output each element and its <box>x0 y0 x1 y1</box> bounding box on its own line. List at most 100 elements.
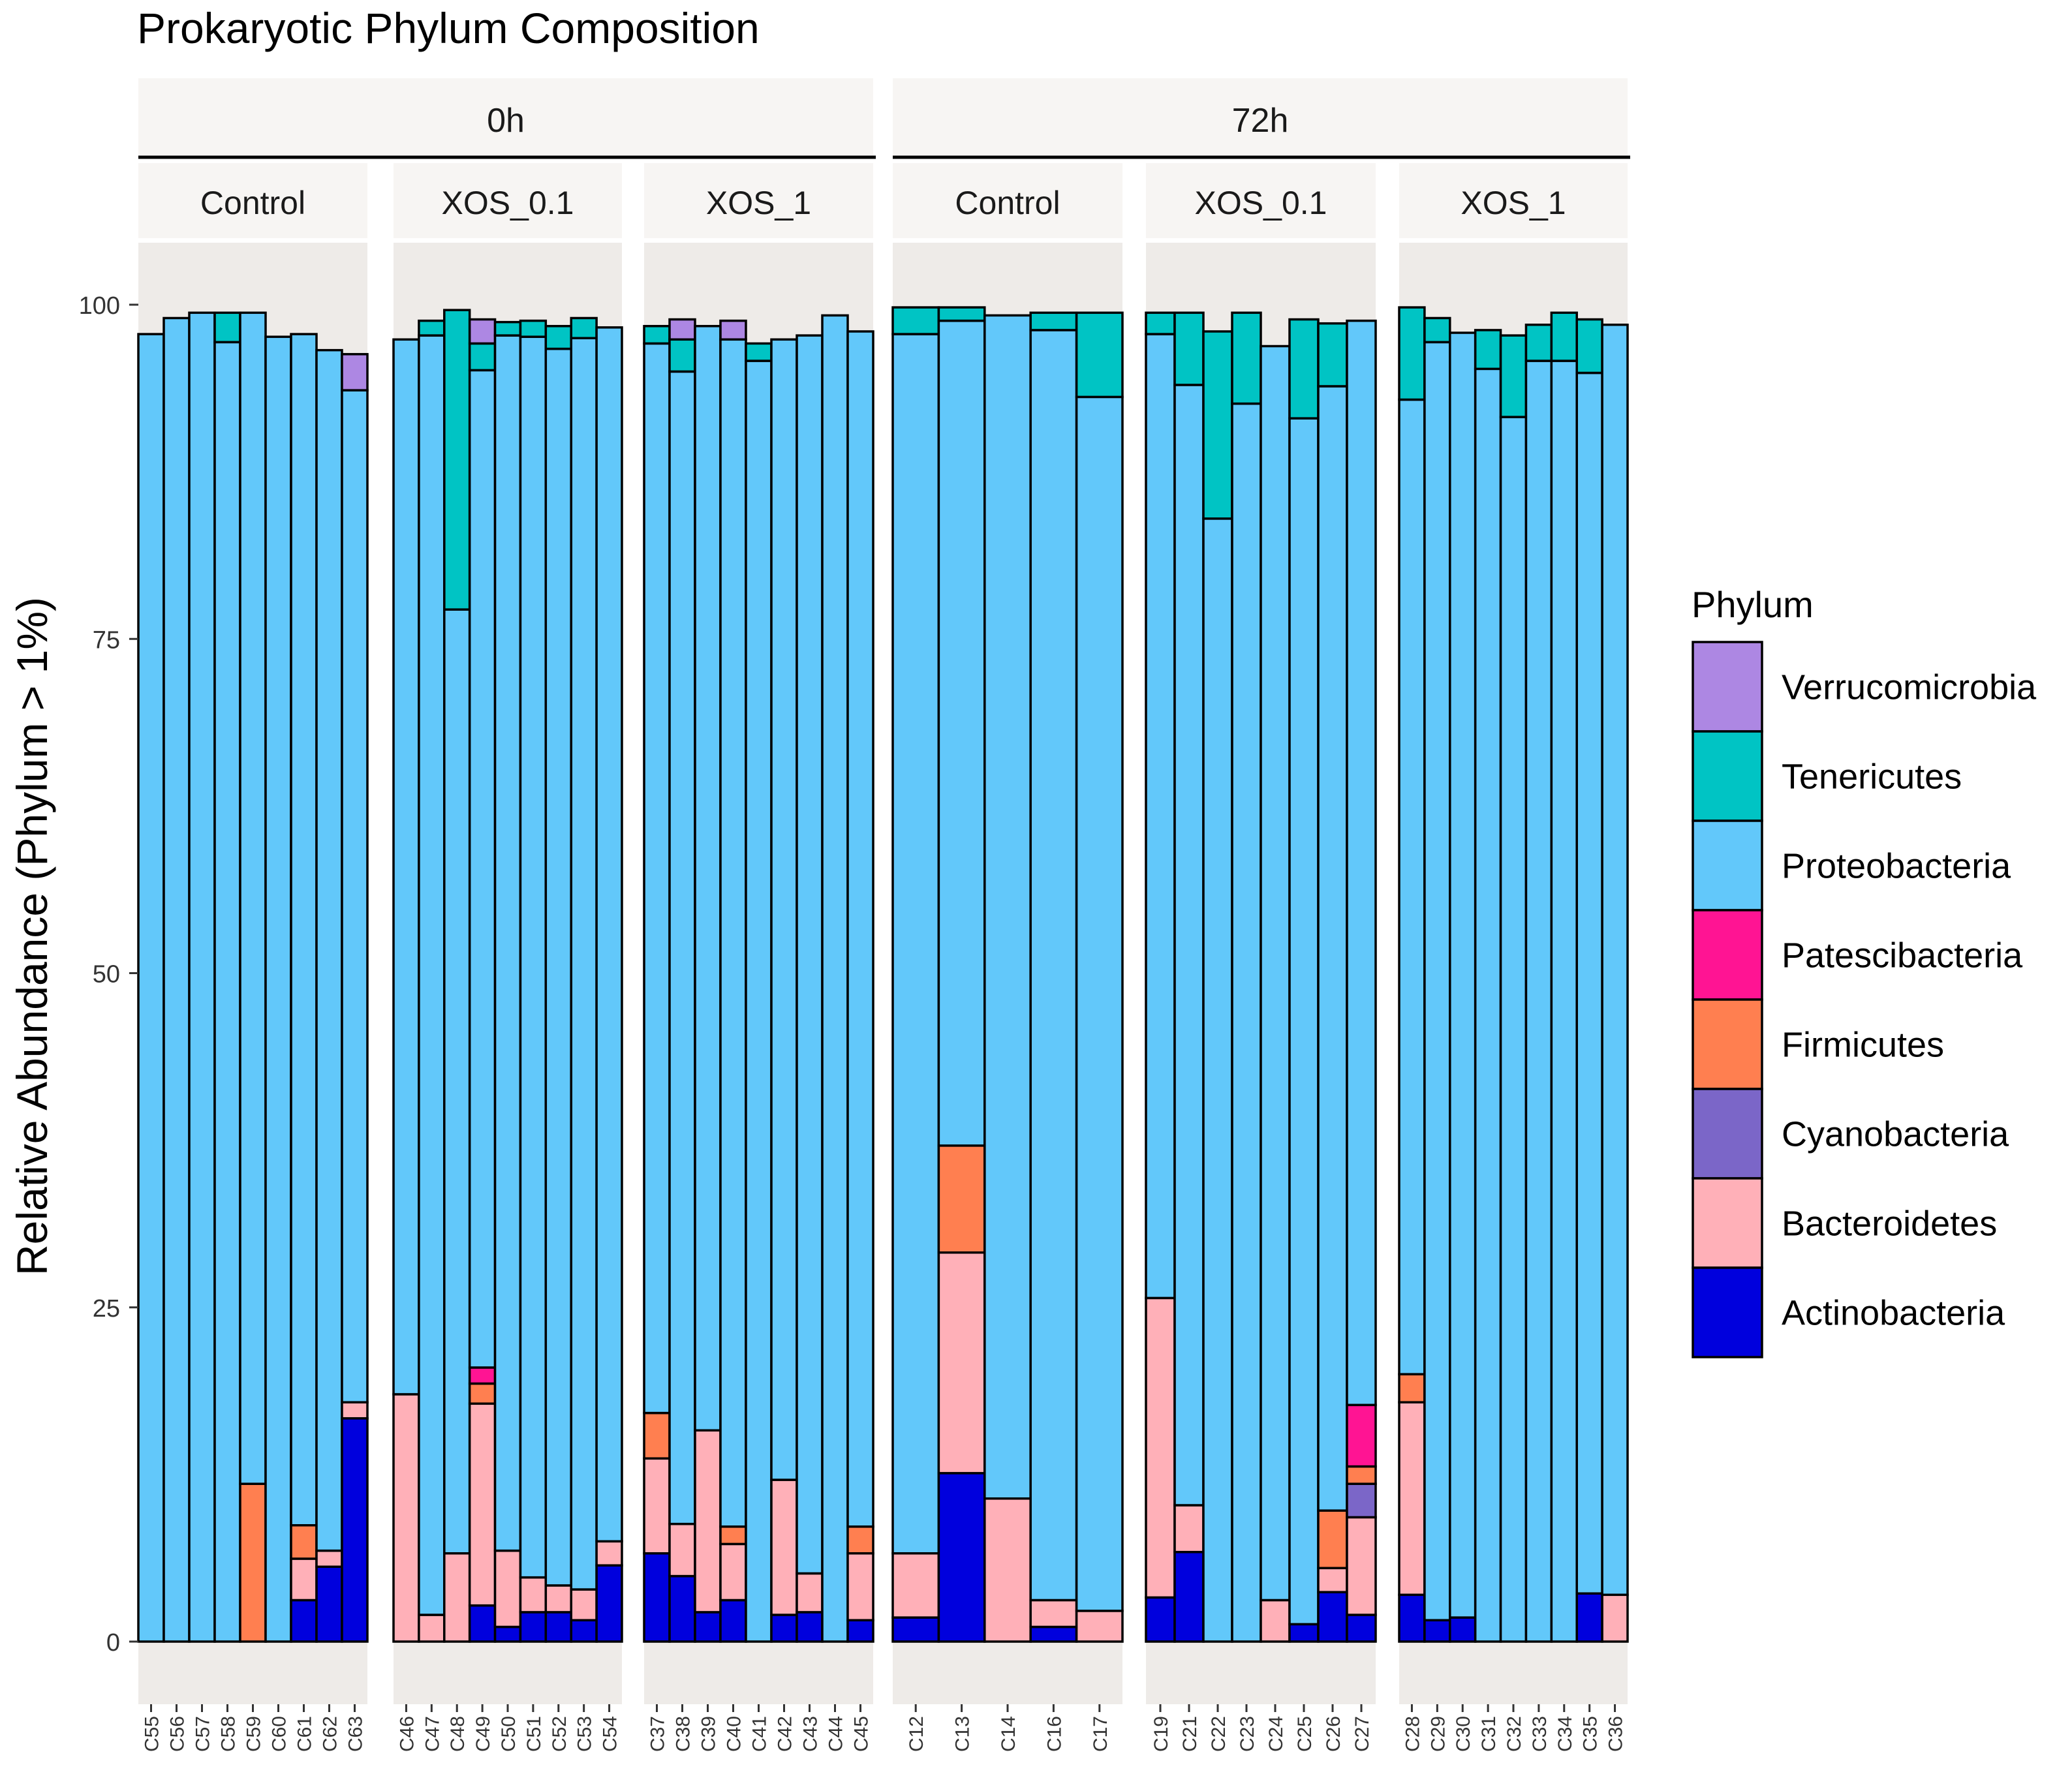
strip-facet-label: XOS_0.1 <box>1195 185 1327 221</box>
bar-c23-proteobacteria <box>1231 402 1262 1643</box>
x-tick-label: C60 <box>269 1716 290 1752</box>
bar-c49-actinobacteria <box>468 1604 497 1643</box>
y-axis-label: Relative Abundance (Phylum > 1%) <box>8 597 56 1276</box>
bar-c21-bacteroidetes <box>1173 1504 1205 1554</box>
x-tick-label: C63 <box>345 1716 367 1752</box>
legend-label-bacteroidetes: Bacteroidetes <box>1782 1204 1997 1244</box>
bar-c58-proteobacteria <box>213 341 241 1643</box>
bar-c38-verrucomicrobia <box>668 318 696 341</box>
bar-c42-proteobacteria <box>770 338 798 1481</box>
bar-c22-tenericutes <box>1202 330 1233 520</box>
x-tick-label: C41 <box>749 1716 771 1752</box>
bar-c29-proteobacteria <box>1423 341 1451 1621</box>
x-tick-label: C49 <box>472 1716 494 1752</box>
bar-c26-bacteroidetes <box>1317 1567 1348 1593</box>
legend-swatch-cyanobacteria <box>1692 1088 1763 1180</box>
y-tick-label: 75 <box>93 626 120 654</box>
bar-c49-patescibacteria <box>468 1366 497 1385</box>
bar-c14-proteobacteria <box>983 314 1032 1500</box>
bar-c52-bacteroidetes <box>544 1584 572 1614</box>
strip-facet-label: Control <box>200 185 305 221</box>
x-tick-label: C40 <box>724 1716 745 1752</box>
bar-c43-proteobacteria <box>796 334 824 1575</box>
bar-c42-bacteroidetes <box>770 1478 798 1616</box>
bar-c12-actinobacteria <box>891 1616 940 1643</box>
bar-c17-tenericutes <box>1075 311 1124 399</box>
bar-c40-firmicutes <box>719 1525 747 1546</box>
x-tick-label: C44 <box>826 1716 847 1752</box>
bar-c44-proteobacteria <box>821 314 849 1643</box>
x-tick-label: C14 <box>998 1716 1019 1752</box>
x-tick-label: C34 <box>1554 1716 1576 1752</box>
y-tick-label: 100 <box>79 292 120 320</box>
bar-c40-proteobacteria <box>719 338 747 1528</box>
legend-swatch-proteobacteria <box>1692 819 1763 911</box>
x-tick-label: C58 <box>218 1716 240 1752</box>
bar-c16-tenericutes <box>1029 311 1078 331</box>
bar-c52-actinobacteria <box>544 1611 572 1643</box>
legend-label-actinobacteria: Actinobacteria <box>1782 1294 2005 1333</box>
bar-c19-tenericutes <box>1145 311 1176 335</box>
bar-c39-proteobacteria <box>694 325 722 1432</box>
bar-c53-bacteroidetes <box>570 1588 598 1621</box>
bar-c48-tenericutes <box>443 309 471 611</box>
bar-c28-bacteroidetes <box>1398 1401 1426 1597</box>
bar-c34-tenericutes <box>1550 311 1578 362</box>
x-tick-label: C19 <box>1151 1716 1172 1752</box>
bar-c62-proteobacteria <box>315 348 343 1552</box>
legend-label-firmicutes: Firmicutes <box>1782 1026 1944 1065</box>
x-tick-label: C38 <box>673 1716 694 1752</box>
strip-time-0h <box>138 78 873 155</box>
bar-c31-proteobacteria <box>1474 367 1502 1643</box>
strip-facet-label: XOS_1 <box>706 185 811 221</box>
legend-label-cyanobacteria: Cyanobacteria <box>1782 1115 2009 1154</box>
bar-c19-proteobacteria <box>1145 333 1176 1300</box>
x-tick-label: C30 <box>1453 1716 1474 1752</box>
bar-c13-tenericutes <box>937 306 986 322</box>
x-tick-label: C33 <box>1529 1716 1551 1752</box>
bar-c46-bacteroidetes <box>392 1393 420 1643</box>
bar-c35-actinobacteria <box>1575 1592 1603 1643</box>
x-tick-label: C42 <box>775 1716 796 1752</box>
x-tick-label: C36 <box>1605 1716 1627 1752</box>
chart-title: Prokaryotic Phylum Composition <box>137 4 760 52</box>
bar-c13-actinobacteria <box>937 1472 986 1643</box>
legend-swatch-verrucomicrobia <box>1692 641 1763 733</box>
bar-c39-actinobacteria <box>694 1611 722 1643</box>
bar-c41-proteobacteria <box>745 360 773 1643</box>
bar-c35-proteobacteria <box>1575 371 1603 1595</box>
bar-c47-bacteroidetes <box>418 1614 446 1643</box>
bar-c36-proteobacteria <box>1601 323 1629 1597</box>
bar-c61-bacteroidetes <box>290 1557 318 1602</box>
bar-c54-bacteroidetes <box>595 1540 623 1567</box>
bar-c45-proteobacteria <box>846 330 874 1528</box>
bar-c28-proteobacteria <box>1398 398 1426 1375</box>
bar-c32-tenericutes <box>1499 334 1528 418</box>
bar-c39-bacteroidetes <box>694 1429 722 1614</box>
bar-c25-actinobacteria <box>1288 1623 1320 1643</box>
bar-c53-actinobacteria <box>570 1619 598 1643</box>
bar-c61-proteobacteria <box>290 333 318 1527</box>
x-tick-label: C31 <box>1478 1716 1500 1752</box>
bar-c53-proteobacteria <box>570 337 598 1591</box>
x-tick-label: C12 <box>906 1716 927 1752</box>
x-tick-labels: C55 C56 C57 C58 C59 C60 C61 C62 C63 C46 C47 C48 C49 C… <box>142 1704 1627 1752</box>
bar-c63-bacteroidetes <box>341 1401 369 1420</box>
legend: Phylum Verrucomicrobia Tenericutes Proteob… <box>1692 584 2037 1358</box>
bar-c62-bacteroidetes <box>315 1549 343 1569</box>
bar-c37-proteobacteria <box>643 342 671 1415</box>
strip-facet-xos-0-1 <box>394 163 622 238</box>
legend-label-tenericutes: Tenericutes <box>1782 758 1962 797</box>
bar-c50-proteobacteria <box>493 334 522 1552</box>
bar-c13-bacteroidetes <box>937 1251 986 1475</box>
x-tick-label: C16 <box>1044 1716 1065 1752</box>
bar-c49-bacteroidetes <box>468 1402 497 1607</box>
legend-label-patescibacteria: Patescibacteria <box>1782 936 2023 975</box>
bar-c49-tenericutes <box>468 342 497 372</box>
bar-c51-tenericutes <box>519 319 548 338</box>
bar-c40-actinobacteria <box>719 1599 747 1643</box>
bar-c28-actinobacteria <box>1398 1593 1426 1643</box>
bar-c12-bacteroidetes <box>891 1552 940 1619</box>
bar-c51-actinobacteria <box>519 1611 548 1643</box>
